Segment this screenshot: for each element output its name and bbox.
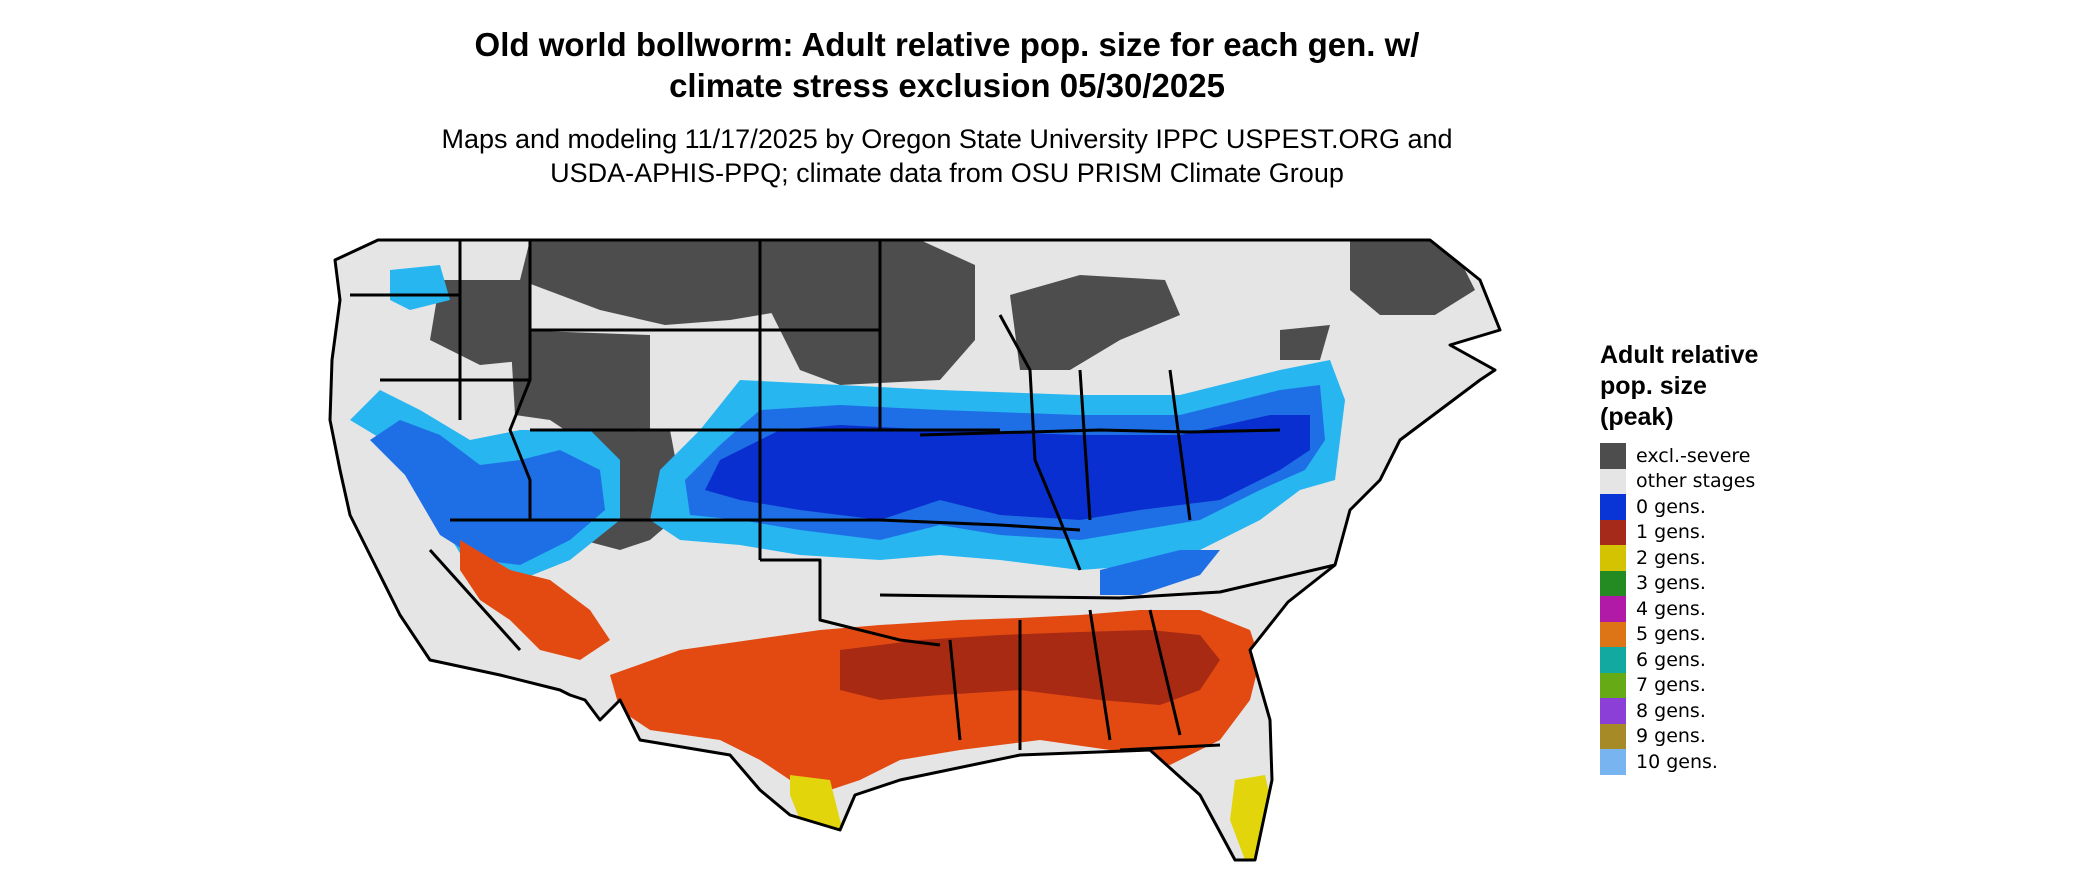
- legend-swatch: [1600, 443, 1626, 469]
- legend-swatch: [1600, 545, 1626, 571]
- legend-swatch: [1600, 698, 1626, 724]
- legend-label: 10 gens.: [1636, 750, 1718, 773]
- us-generation-map: [328, 238, 1502, 862]
- legend-item-8-gens: 8 gens.: [1600, 698, 1900, 724]
- border-southeast-1: [948, 639, 962, 741]
- legend-title-line-1: Adult relative: [1600, 341, 1759, 369]
- legend-label: 0 gens.: [1636, 495, 1706, 518]
- legend-swatch: [1600, 519, 1626, 545]
- legend-item-6-gens: 6 gens.: [1600, 647, 1900, 673]
- legend-item-1-gens: 1 gens.: [1600, 519, 1900, 545]
- legend-item-other-stages: other stages: [1600, 468, 1900, 494]
- excluded-new-england: [1350, 240, 1475, 315]
- legend-label: other stages: [1636, 470, 1756, 493]
- legend-swatch: [1600, 647, 1626, 673]
- map-subtitle: Maps and modeling 11/17/2025 by Oregon S…: [0, 122, 1894, 190]
- border-mid-north-south-2: [1078, 369, 1092, 521]
- border-texas-north: [760, 558, 941, 647]
- legend-label: 2 gens.: [1636, 546, 1706, 569]
- excluded-idaho-mt: [430, 280, 530, 365]
- legend-swatch: [1600, 570, 1626, 596]
- legend-swatch: [1600, 723, 1626, 749]
- border-mid-north-south-1: [998, 314, 1082, 571]
- legend-swatch: [1600, 749, 1626, 775]
- border-mid-north-south-3: [1168, 369, 1192, 521]
- legend-label: 5 gens.: [1636, 623, 1706, 646]
- excluded-minnesota: [770, 240, 975, 385]
- map-title-line-1: Old world bollworm: Adult relative pop. …: [474, 26, 1420, 63]
- legend-item-3-gens: 3 gens.: [1600, 570, 1900, 596]
- legend-label: 9 gens.: [1636, 725, 1706, 748]
- border-horizontal-4: [450, 518, 1081, 532]
- legend-item-5-gens: 5 gens.: [1600, 621, 1900, 647]
- legend-title-line-3: (peak): [1600, 403, 1674, 431]
- legend-item-excl-severe: excl.-severe: [1600, 443, 1900, 469]
- excluded-ny-north: [1280, 325, 1330, 360]
- legend-title-line-2: pop. size: [1600, 372, 1707, 400]
- legend-item-10-gens: 10 gens.: [1600, 749, 1900, 775]
- legend-swatch: [1600, 468, 1626, 494]
- legend-label: excl.-severe: [1636, 444, 1751, 467]
- legend-label: 7 gens.: [1636, 674, 1706, 697]
- legend-label: 6 gens.: [1636, 648, 1706, 671]
- legend-label: 3 gens.: [1636, 572, 1706, 595]
- zero-gen-band: [350, 265, 1345, 595]
- border-horizontal-5: [879, 563, 1336, 600]
- excluded-regions: [430, 240, 1475, 550]
- legend-label: 8 gens.: [1636, 699, 1706, 722]
- legend-title: Adult relative pop. size (peak): [1600, 340, 1900, 433]
- border-southeast-3: [1088, 609, 1112, 741]
- map-legend: Adult relative pop. size (peak) excl.-se…: [1600, 340, 1900, 775]
- map-base: [330, 240, 1500, 860]
- excluded-wisconsin-mi: [1010, 275, 1180, 370]
- legend-item-9-gens: 9 gens.: [1600, 723, 1900, 749]
- border-georgia-florida: [1119, 743, 1221, 752]
- border-west-north-south-2: [508, 240, 532, 520]
- map-subtitle-line-1: Maps and modeling 11/17/2025 by Oregon S…: [441, 124, 1453, 154]
- map-title: Old world bollworm: Adult relative pop. …: [0, 24, 1894, 106]
- border-southwest: [428, 548, 522, 652]
- legend-swatch: [1600, 494, 1626, 520]
- blue-dark-band: [705, 415, 1310, 520]
- legend-label: 1 gens.: [1636, 521, 1706, 544]
- blue-southeast-tail: [1100, 550, 1220, 595]
- legend-items: excl.-severe other stages 0 gens. 1 gens…: [1600, 443, 1900, 775]
- legend-swatch: [1600, 672, 1626, 698]
- legend-item-2-gens: 2 gens.: [1600, 545, 1900, 571]
- legend-item-7-gens: 7 gens.: [1600, 672, 1900, 698]
- blue-west-patches-mid: [370, 420, 605, 565]
- us-outline: [328, 238, 1502, 862]
- map-subtitle-line-2: USDA-APHIS-PPQ; climate data from OSU PR…: [550, 158, 1344, 188]
- state-borders: [328, 238, 1502, 862]
- legend-swatch: [1600, 621, 1626, 647]
- border-southeast-4: [1148, 609, 1182, 736]
- blue-washington: [390, 265, 450, 310]
- legend-item-4-gens: 4 gens.: [1600, 596, 1900, 622]
- legend-item-0-gens: 0 gens.: [1600, 494, 1900, 520]
- legend-label: 4 gens.: [1636, 597, 1706, 620]
- border-horizontal-7: [919, 428, 1281, 437]
- legend-swatch: [1600, 596, 1626, 622]
- excluded-wyoming: [510, 330, 650, 440]
- map-title-line-2: climate stress exclusion 05/30/2025: [669, 67, 1225, 104]
- orange-southwest: [460, 540, 610, 660]
- red-core-band: [840, 630, 1220, 705]
